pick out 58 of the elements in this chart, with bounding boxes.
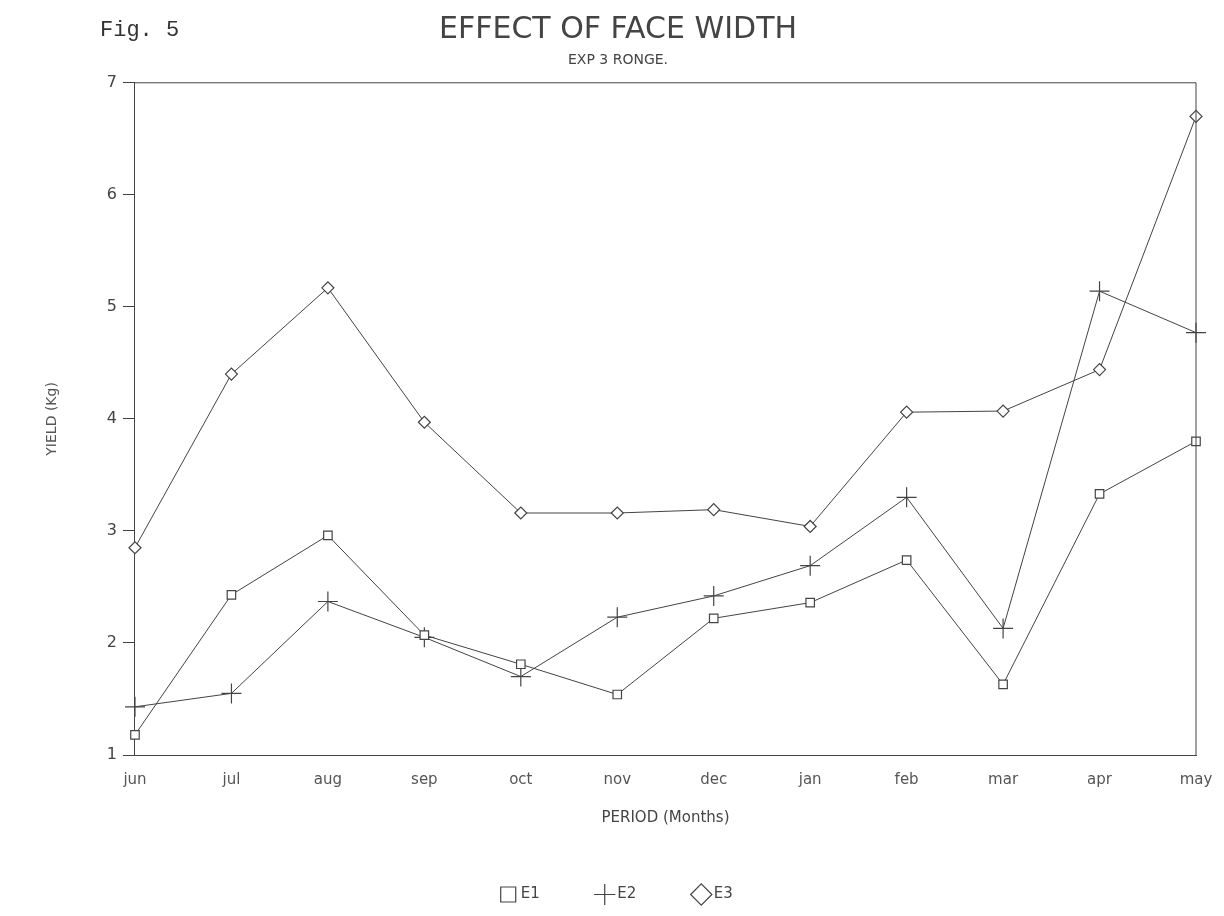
x-tick-label: sep: [411, 769, 438, 788]
point: [901, 555, 912, 565]
y-tick-label: 7: [106, 71, 117, 91]
point: [606, 606, 628, 628]
y-tick-label: 2: [106, 632, 117, 652]
point: [220, 682, 243, 704]
point: [1092, 363, 1107, 377]
point: [1094, 489, 1105, 499]
y-tick-label: 4: [106, 408, 117, 428]
point: [708, 613, 719, 624]
x-tick-label: mar: [988, 769, 1019, 788]
y-tick-label: 1: [106, 744, 117, 764]
y-axis-title: YIELD (Kg): [43, 382, 60, 457]
chart-subtitle: EXP 3 RONGE.: [567, 51, 669, 68]
point: [703, 585, 725, 607]
x-tick-label: jun: [122, 769, 147, 788]
legend-label: E3: [713, 884, 733, 903]
point: [805, 597, 816, 608]
point: [896, 486, 918, 508]
legend-label: E1: [520, 884, 540, 903]
point: [799, 555, 821, 577]
chart-title: EFFECT OF FACE WIDTH: [438, 9, 798, 45]
point: [130, 729, 140, 740]
x-axis-title: PERIOD (Months): [601, 807, 730, 826]
point: [321, 281, 335, 295]
point: [998, 679, 1008, 690]
caption: Fig. 5: [100, 17, 180, 43]
point: [226, 589, 237, 600]
point: [419, 630, 430, 640]
x-tick-label: nov: [603, 769, 632, 788]
legend-label: E2: [617, 884, 637, 903]
x-tick-label: jul: [221, 769, 241, 788]
point: [317, 590, 339, 613]
x-tick-label: dec: [700, 769, 728, 788]
y-tick-label: 3: [106, 520, 117, 540]
point: [900, 405, 914, 419]
point: [323, 530, 333, 541]
point: [514, 506, 528, 520]
point: [612, 689, 623, 700]
point: [803, 519, 817, 534]
point: [128, 541, 142, 555]
point: [1088, 280, 1111, 302]
x-tick-label: feb: [894, 769, 919, 788]
point: [992, 617, 1014, 639]
point: [515, 659, 526, 670]
point: [417, 415, 431, 429]
y-tick-label: 5: [106, 296, 117, 316]
x-tick-label: aug: [313, 769, 343, 788]
x-tick-label: jan: [797, 769, 822, 788]
point: [996, 404, 1010, 418]
x-tick-label: oct: [509, 769, 533, 788]
x-tick-label: may: [1179, 769, 1213, 788]
point: [224, 367, 239, 381]
point: [124, 696, 146, 718]
point: [610, 506, 624, 520]
x-tick-label: apr: [1087, 769, 1113, 788]
y-tick-label: 6: [106, 183, 117, 203]
point: [707, 503, 721, 517]
